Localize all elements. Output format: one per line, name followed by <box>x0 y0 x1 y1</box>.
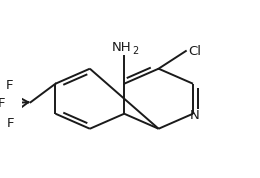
Text: 2: 2 <box>132 46 139 56</box>
Text: F: F <box>5 79 13 92</box>
Text: F: F <box>0 97 6 110</box>
Text: Cl: Cl <box>188 44 201 57</box>
Text: N: N <box>190 109 200 122</box>
Text: F: F <box>7 117 14 130</box>
Text: NH: NH <box>112 41 132 54</box>
